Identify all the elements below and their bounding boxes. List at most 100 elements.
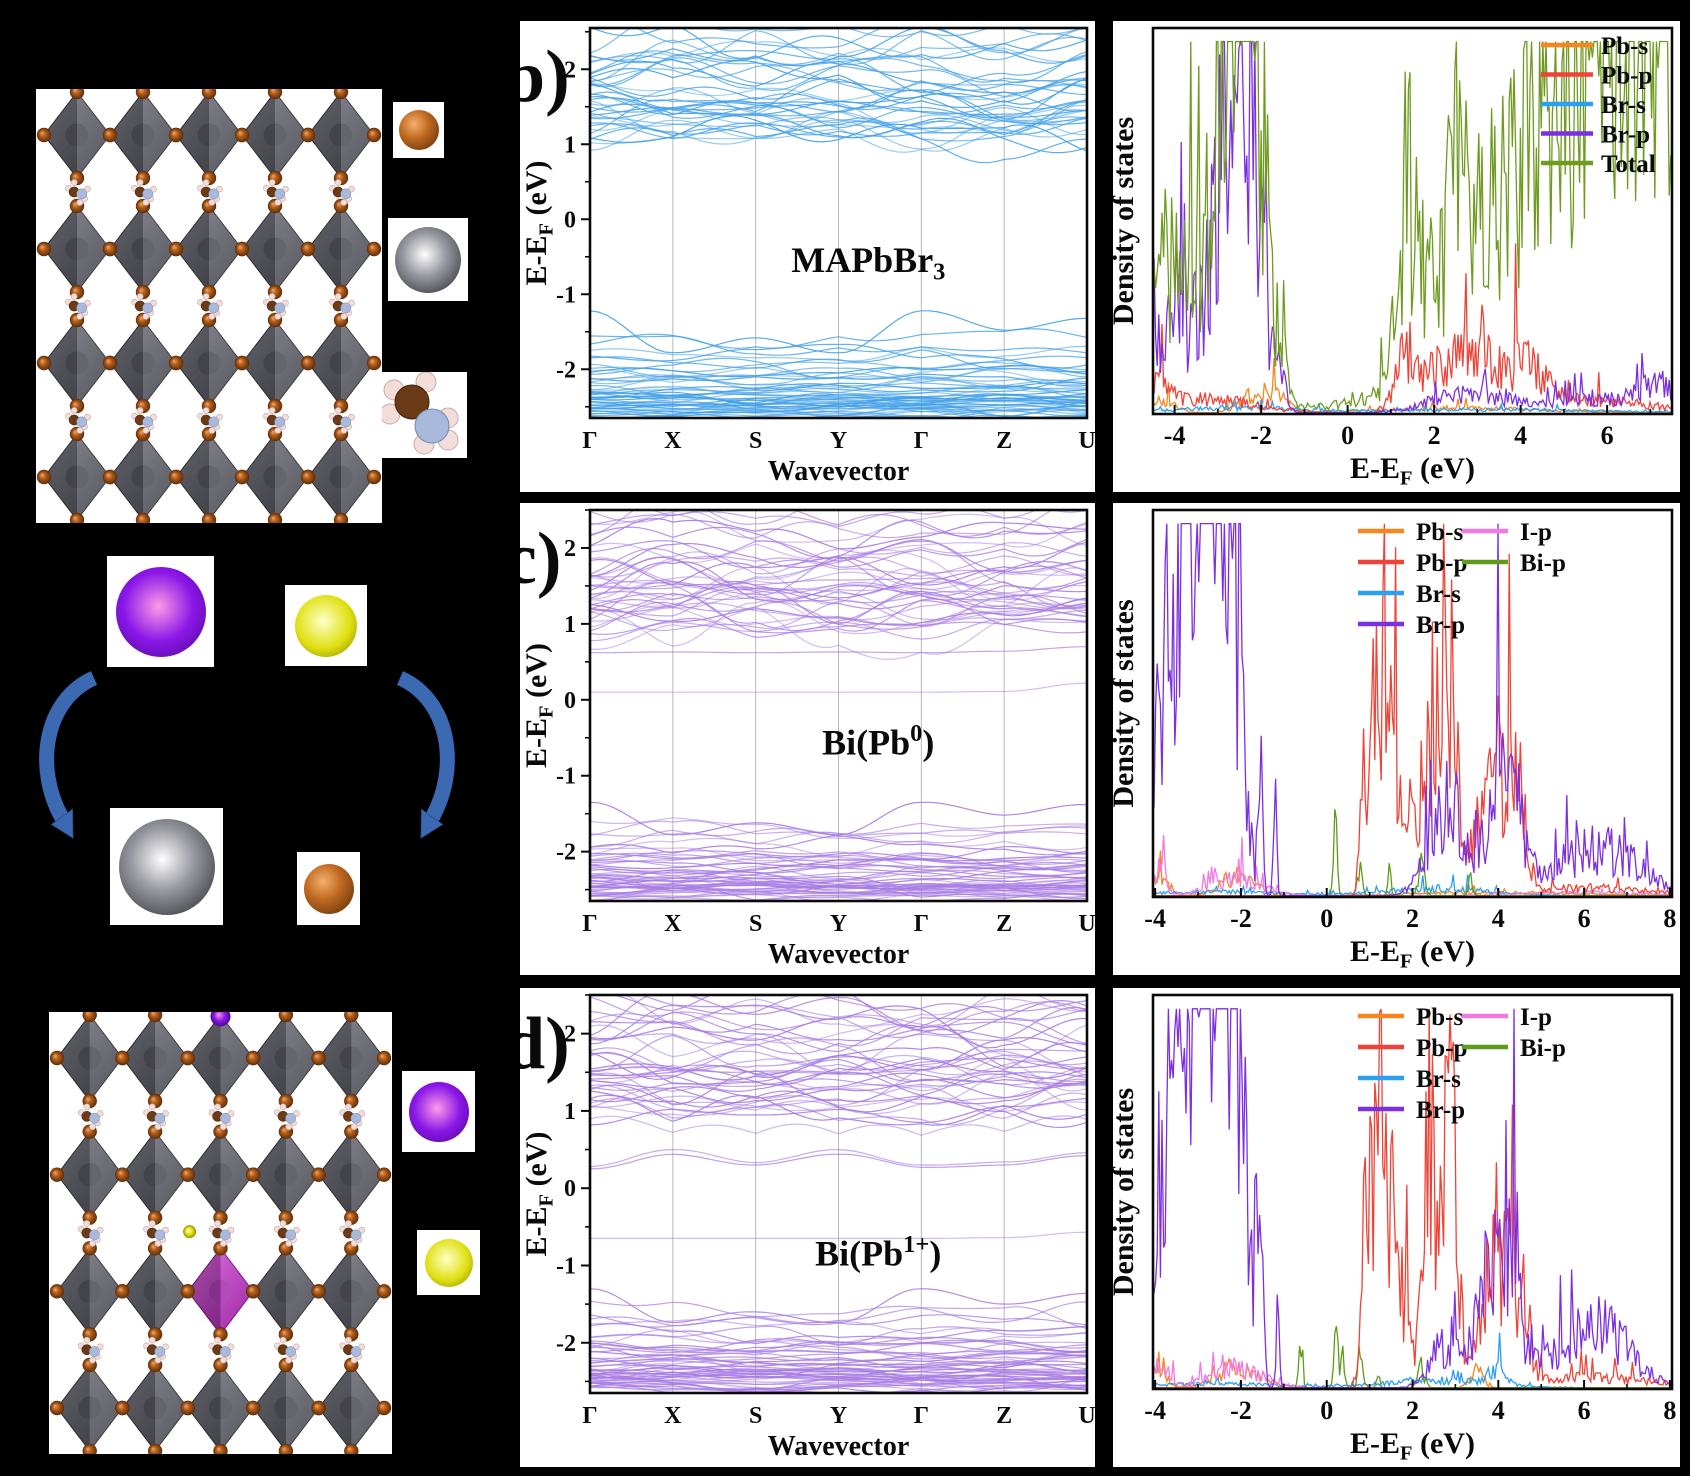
n-atom-icon — [274, 302, 286, 314]
band-line — [590, 570, 1087, 590]
y-tick-label: -2 — [556, 1331, 576, 1357]
band-line — [590, 387, 1087, 403]
n-atom-icon — [219, 1112, 231, 1124]
b-site-atom-icon — [329, 351, 353, 375]
n-atom-icon — [154, 1346, 166, 1357]
y-axis-label: Density of states — [1113, 599, 1140, 807]
band-line — [590, 845, 1087, 860]
n-atom-icon — [154, 1112, 166, 1124]
br-atom-icon — [344, 1007, 359, 1023]
dos-panel-d: -4 -2 0 2 4 6 8 E-EF (eV) Density of states Pb-s P… — [1107, 988, 1680, 1467]
annotation-label: Bi(Pb0) — [822, 720, 934, 763]
y-tick-label: -2 — [556, 357, 576, 383]
y-axis-label: E-EF (eV) — [520, 643, 558, 768]
band-line — [590, 1078, 1087, 1126]
band-line — [590, 343, 1087, 369]
band-line — [590, 398, 1087, 408]
br-atom-icon — [300, 469, 316, 485]
octahedron-shading — [242, 434, 275, 520]
br-atom-icon — [234, 127, 250, 143]
x-tick-label: 6 — [1578, 904, 1591, 933]
band-line — [624, 995, 1087, 1027]
h-atom-icon — [202, 293, 210, 300]
crystal-structure-pristine — [36, 84, 382, 528]
n-atom-icon — [142, 188, 154, 200]
octahedron-highlight — [341, 92, 374, 178]
y-tick-label: -1 — [556, 764, 576, 790]
br-atom-icon — [376, 1284, 392, 1299]
k-tick-label: Γ — [582, 1403, 597, 1429]
n-atom-icon — [285, 1229, 297, 1241]
n-atom-icon — [340, 188, 352, 200]
octahedron-shading — [253, 1015, 286, 1101]
ma-molecule-icon — [382, 372, 467, 458]
br-atom-icon — [333, 84, 349, 100]
y-tick-label: 1 — [564, 132, 576, 158]
h-atom-icon — [76, 199, 84, 206]
n-atom-icon — [340, 416, 352, 428]
octahedron-shading — [44, 92, 77, 178]
arrow-shaft — [396, 671, 455, 822]
band-line — [590, 1344, 1087, 1361]
dos-panel-b: -4 -2 0 2 4 6 E-EF (eV) Density of states Pb-s Pb… — [1107, 21, 1680, 492]
octahedron-highlight — [220, 1248, 254, 1335]
h-atom-icon — [154, 1240, 162, 1247]
octahedron-highlight — [285, 1248, 319, 1335]
y-axis-label: E-EF (eV) — [520, 161, 558, 286]
br-atom-icon — [246, 1167, 261, 1182]
octahedron-highlight — [89, 1131, 123, 1218]
band-line — [590, 850, 1087, 865]
x-tick-label: 8 — [1663, 904, 1676, 933]
octahedron-shading — [318, 1248, 352, 1335]
br-atom-icon — [115, 1050, 130, 1066]
panel-label: b) — [520, 36, 570, 118]
br-atom-icon — [246, 1400, 261, 1416]
band-line — [590, 1050, 1087, 1073]
h-atom-icon — [136, 293, 144, 300]
arrow-head — [420, 808, 444, 839]
octahedron-shading — [44, 206, 77, 292]
band-line — [590, 99, 1087, 142]
b-site-atom-icon — [131, 123, 155, 147]
band-line — [590, 510, 1054, 539]
octahedron-shading — [187, 1131, 221, 1218]
n-atom-icon — [274, 188, 286, 200]
band-line — [590, 834, 1087, 856]
b-site-atom-icon — [143, 1279, 167, 1303]
br-atom-icon — [135, 84, 151, 100]
b-site-atom-icon — [197, 123, 221, 147]
h-atom-icon — [334, 179, 342, 186]
molecules-layer — [65, 179, 355, 434]
band-line — [590, 521, 1087, 563]
band-line — [590, 1097, 1087, 1117]
octahedron-shading — [242, 92, 275, 178]
octahedron-highlight — [143, 320, 176, 406]
n-atom-icon — [350, 1229, 362, 1241]
band-line — [590, 801, 1087, 836]
band-line — [590, 1080, 1087, 1108]
b-site-atom-icon — [339, 1396, 363, 1420]
band-line — [590, 374, 1087, 389]
n-atom-icon — [76, 188, 88, 200]
axes-box — [1151, 26, 1674, 416]
legend-label-Br-s: Br-s — [1601, 92, 1646, 119]
band-line — [590, 519, 1087, 559]
n-atom-icon — [219, 1346, 231, 1357]
n-atom-icon — [350, 1112, 362, 1124]
k-tick-label: X — [664, 911, 682, 937]
octahedron-highlight — [275, 206, 308, 292]
y-tick-label: 2 — [564, 1022, 576, 1048]
band-chart-mapbbr3: 2 1 0 -1 -2 Γ X S Y Γ Z U Wavevector E-EF (eV) b) MAPbB… — [504, 21, 1096, 492]
band-line — [590, 538, 1087, 577]
band-line — [590, 682, 1087, 693]
h-atom-icon — [285, 1240, 293, 1247]
h-atom-icon — [142, 199, 150, 206]
octahedron-shading — [122, 1248, 156, 1335]
octahedron-highlight — [285, 1131, 319, 1218]
br-atom-icon — [102, 469, 118, 485]
band-line — [590, 99, 1087, 117]
band-line — [590, 363, 1087, 380]
dos-chart-bi-pb1plus: -4 -2 0 2 4 6 8 E-EF (eV) Density of states Pb-s P… — [1107, 988, 1680, 1467]
h-atom-icon — [76, 313, 84, 320]
